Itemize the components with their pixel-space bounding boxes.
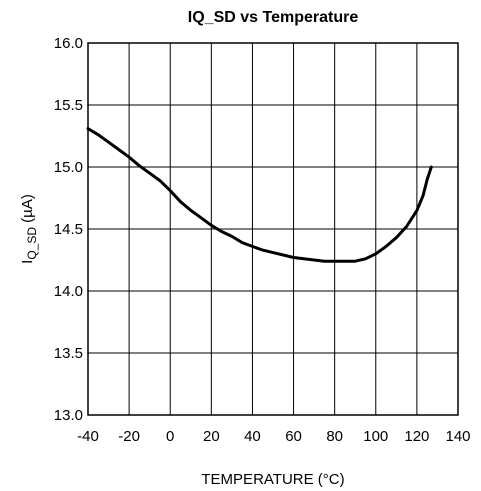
x-tick-label: 40 (244, 428, 261, 445)
x-tick-label: 20 (203, 428, 220, 445)
y-tick-labels: 13.0 13.5 14.0 14.5 15.0 15.5 16.0 (54, 35, 83, 424)
x-tick-labels: -40 -20 0 20 40 60 80 100 120 140 (77, 428, 470, 445)
y-tick-label: 13.5 (54, 345, 83, 362)
y-axis-label-sub: Q_SD (25, 227, 39, 260)
y-axis-label: IQ_SD (µA) (19, 194, 39, 264)
y-axis-label-main: I (19, 260, 36, 264)
y-tick-label: 16.0 (54, 35, 83, 52)
plot-frame (87, 42, 459, 416)
x-tick-label: 80 (326, 428, 343, 445)
x-tick-label: 0 (166, 428, 174, 445)
y-tick-label: 15.0 (54, 159, 83, 176)
y-axis-label-unit: (µA) (19, 194, 36, 227)
x-tick-label: 140 (445, 428, 470, 445)
y-tick-label: 13.0 (54, 407, 83, 424)
y-tick-label: 14.5 (54, 221, 83, 238)
x-tick-label: -40 (77, 428, 99, 445)
x-tick-label: 100 (363, 428, 388, 445)
series-line-iq-sd (86, 127, 433, 263)
y-tick-label: 14.0 (54, 283, 83, 300)
y-tick-label: 15.5 (54, 97, 83, 114)
x-tick-label: 120 (404, 428, 429, 445)
x-axis-label: TEMPERATURE (°C) (201, 471, 344, 488)
chart-title: IQ_SD vs Temperature (188, 9, 359, 26)
x-tick-label: 60 (285, 428, 302, 445)
x-tick-label: -20 (118, 428, 140, 445)
